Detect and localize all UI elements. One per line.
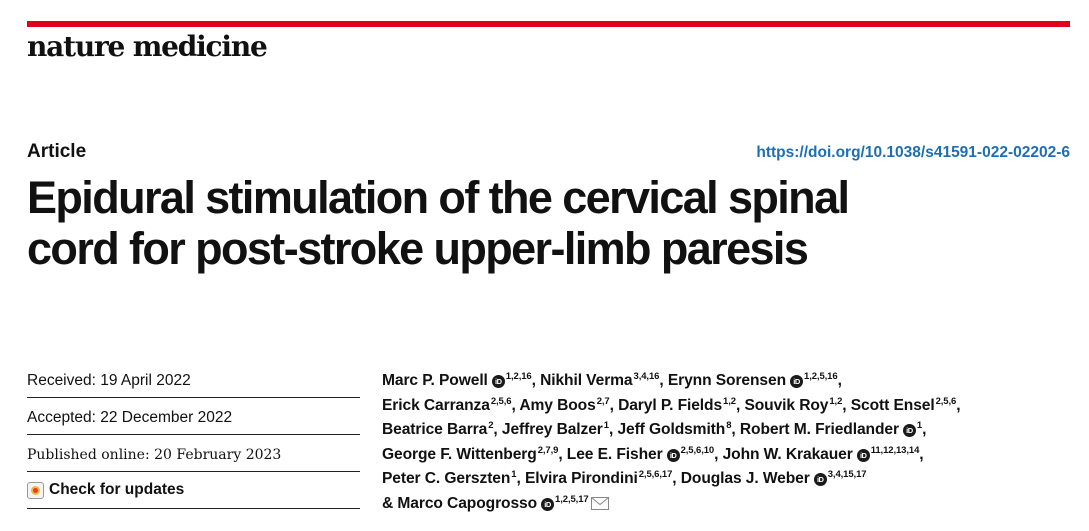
author-name[interactable]: Elvira Pirondini bbox=[524, 470, 638, 488]
article-type: Article bbox=[27, 141, 87, 162]
author-name[interactable]: Erynn Sorensen bbox=[667, 372, 787, 389]
affiliation-sup: 3,4,15,17 bbox=[827, 469, 867, 481]
affiliation-sup: 2,7 bbox=[596, 395, 610, 407]
title-line-1: Epidural stimulation of the cervical spi… bbox=[27, 172, 850, 223]
orcid-icon[interactable]: iD bbox=[813, 473, 827, 487]
author-name[interactable]: Peter C. Gerszten bbox=[382, 470, 511, 488]
orcid-icon[interactable]: iD bbox=[856, 448, 870, 462]
affiliation-sup: 1,2 bbox=[829, 395, 843, 407]
author-line: Peter C. Gerszten1, Elvira Pirondini2,5,… bbox=[382, 469, 867, 488]
author-name[interactable]: Marc P. Powell bbox=[382, 372, 488, 389]
author-line: Beatrice Barra2, Jeffrey Balzer1, Jeff G… bbox=[382, 420, 927, 439]
author-name[interactable]: Robert M. Friedlander bbox=[739, 421, 899, 439]
author-name[interactable]: & Marco Capogrosso bbox=[382, 494, 538, 512]
dates-panel: Received: 19 April 2022 Accepted: 22 Dec… bbox=[27, 361, 360, 509]
check-updates-icon bbox=[27, 481, 44, 499]
author-name[interactable]: Nikhil Verma bbox=[540, 372, 633, 389]
orcid-icon[interactable]: iD bbox=[541, 497, 555, 511]
article-title: Epidural stimulation of the cervical spi… bbox=[27, 172, 1067, 274]
author-line: Erick Carranza2,5,6, Amy Boos2,7, Daryl … bbox=[382, 395, 961, 414]
journal-name: nature medicine bbox=[27, 30, 268, 63]
affiliation-sup: 2,5,6 bbox=[935, 395, 957, 407]
check-updates-label: Check for updates bbox=[49, 481, 185, 498]
affiliation-sup: 3,4,16 bbox=[633, 371, 660, 382]
author-line: & Marco Capogrosso iD 1,2,5,17 bbox=[382, 492, 1072, 519]
affiliation-sup: 1 bbox=[916, 420, 923, 432]
author-name[interactable]: John W. Krakauer bbox=[722, 445, 853, 463]
affiliation-sup: 1 bbox=[603, 420, 609, 432]
author-name[interactable]: George F. Wittenberg bbox=[382, 445, 537, 463]
author-name[interactable]: Douglas J. Weber bbox=[680, 470, 810, 488]
author-name[interactable]: Scott Ensel bbox=[850, 396, 935, 414]
affiliation-sup: 1 bbox=[511, 469, 517, 481]
top-accent-bar bbox=[27, 21, 1070, 27]
published-date: Published online: 20 February 2023 bbox=[27, 435, 360, 472]
affiliation-sup: 1,2,5,17 bbox=[555, 493, 589, 505]
affiliation-sup: 8 bbox=[726, 420, 732, 432]
accepted-date: Accepted: 22 December 2022 bbox=[27, 398, 360, 435]
affiliation-sup: 1,2 bbox=[723, 395, 736, 407]
orcid-icon[interactable]: iD bbox=[491, 375, 505, 388]
author-name[interactable]: Amy Boos bbox=[519, 396, 596, 414]
orcid-icon[interactable]: iD bbox=[790, 375, 804, 388]
affiliation-sup: 2,5,6 bbox=[490, 395, 512, 407]
check-for-updates-button[interactable]: Check for updates bbox=[27, 472, 360, 509]
author-name[interactable]: Beatrice Barra bbox=[382, 421, 488, 439]
orcid-icon[interactable]: iD bbox=[902, 424, 916, 438]
author-line: George F. Wittenberg2,7,9, Lee E. Fisher… bbox=[382, 444, 924, 463]
affiliation-sup: 1,2,16 bbox=[505, 371, 532, 382]
author-list: Marc P. Powell iD 1,2,16, Nikhil Verma3,4,… bbox=[382, 369, 1072, 519]
author-name[interactable]: Jeffrey Balzer bbox=[501, 421, 603, 439]
affiliation-sup: 2,7,9 bbox=[537, 444, 559, 456]
affiliation-sup: 2 bbox=[488, 420, 494, 432]
received-date: Received: 19 April 2022 bbox=[27, 361, 360, 398]
doi-link[interactable]: https://doi.org/10.1038/s41591-022-02202… bbox=[756, 144, 1070, 161]
author-line: Marc P. Powell iD 1,2,16, Nikhil Verma3,4,… bbox=[382, 371, 842, 389]
author-name[interactable]: Jeff Goldsmith bbox=[617, 421, 726, 439]
orcid-icon[interactable]: iD bbox=[666, 448, 680, 462]
mail-icon[interactable] bbox=[590, 494, 609, 519]
affiliation-sup: 2,5,6,17 bbox=[638, 469, 673, 481]
affiliation-sup: 1,2,5,16 bbox=[804, 371, 838, 382]
title-line-2: cord for post-stroke upper-limb paresis bbox=[27, 223, 809, 274]
author-name[interactable]: Erick Carranza bbox=[382, 396, 490, 414]
affiliation-sup: 2,5,6,10 bbox=[680, 444, 715, 456]
author-name[interactable]: Lee E. Fisher bbox=[566, 445, 663, 463]
affiliation-sup: 11,12,13,14 bbox=[870, 444, 920, 456]
author-name[interactable]: Souvik Roy bbox=[744, 396, 829, 414]
author-name[interactable]: Daryl P. Fields bbox=[618, 396, 723, 414]
